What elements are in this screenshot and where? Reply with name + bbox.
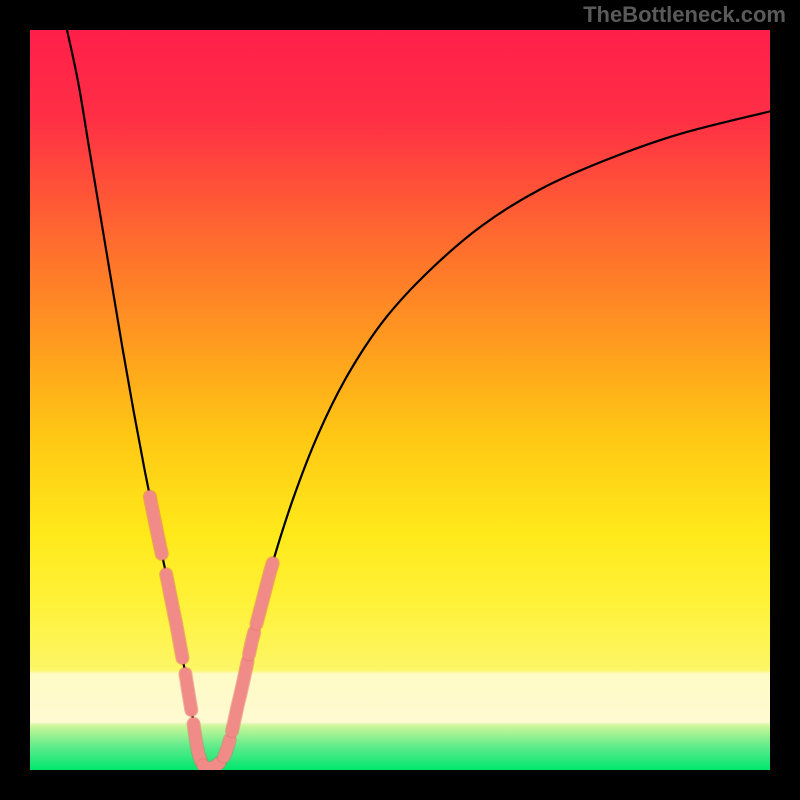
curve-marker (249, 632, 254, 654)
curve-marker (224, 740, 230, 757)
curve-marker (185, 674, 191, 710)
chart-frame: TheBottleneck.com (0, 0, 800, 800)
curve-marker (203, 763, 219, 768)
plot-area (30, 30, 770, 770)
curve-marker (194, 724, 201, 761)
bottleneck-chart (30, 30, 770, 770)
watermark-text: TheBottleneck.com (583, 2, 786, 28)
